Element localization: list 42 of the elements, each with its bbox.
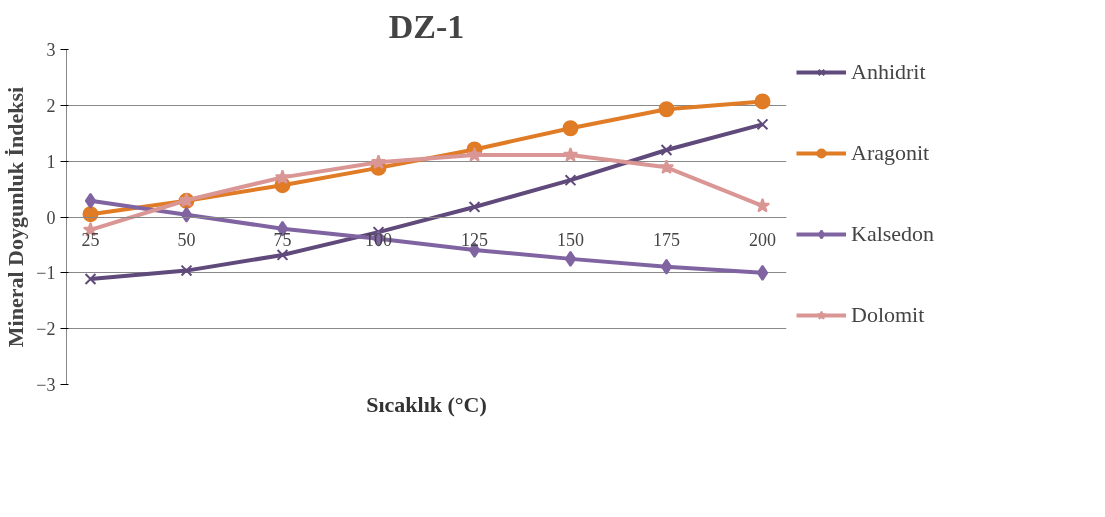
point	[274, 169, 291, 185]
y-tick-label: 1	[46, 151, 56, 172]
point	[466, 147, 483, 162]
point	[468, 201, 481, 213]
legend-label: Dolomit	[851, 302, 925, 328]
legend-label: Anhidrit	[851, 59, 926, 85]
y-tick-label: 0	[46, 207, 56, 228]
point	[660, 144, 673, 156]
x-tick-label: 200	[749, 230, 776, 250]
y-axis-title: Mineral Doygunluk İndeksi	[3, 86, 29, 348]
point	[180, 264, 193, 277]
y-tick-label: −3	[36, 375, 56, 395]
point	[276, 249, 289, 261]
legend-label: Kalsedon	[851, 221, 935, 247]
point	[564, 174, 577, 187]
point	[756, 264, 769, 281]
x-axis-title: Sıcaklık (°C)	[366, 391, 487, 417]
x-tick-label: 75	[273, 230, 292, 250]
point	[562, 120, 579, 137]
x-tick-label: 25	[81, 230, 100, 250]
x-tick-label: 50	[177, 230, 196, 250]
point	[84, 273, 97, 285]
y-tick-label: −2	[36, 319, 56, 340]
point	[180, 206, 193, 223]
y-tick-label: −1	[36, 263, 56, 284]
x-tick-label: 150	[557, 230, 584, 250]
x-tick-label: 175	[653, 230, 680, 250]
y-tick-label: 2	[46, 95, 56, 116]
point	[562, 147, 579, 162]
point	[754, 197, 771, 213]
point	[658, 101, 675, 118]
point	[370, 154, 387, 169]
x-tick-label: 125	[461, 230, 488, 250]
y-tick-label: 3	[46, 40, 56, 60]
point	[84, 192, 97, 209]
point	[660, 258, 673, 275]
point	[564, 250, 577, 267]
point	[756, 118, 769, 131]
chart-title: DZ-1	[388, 7, 465, 45]
point	[658, 159, 675, 174]
point	[754, 93, 771, 110]
legend-label: Aragonit	[851, 140, 930, 166]
